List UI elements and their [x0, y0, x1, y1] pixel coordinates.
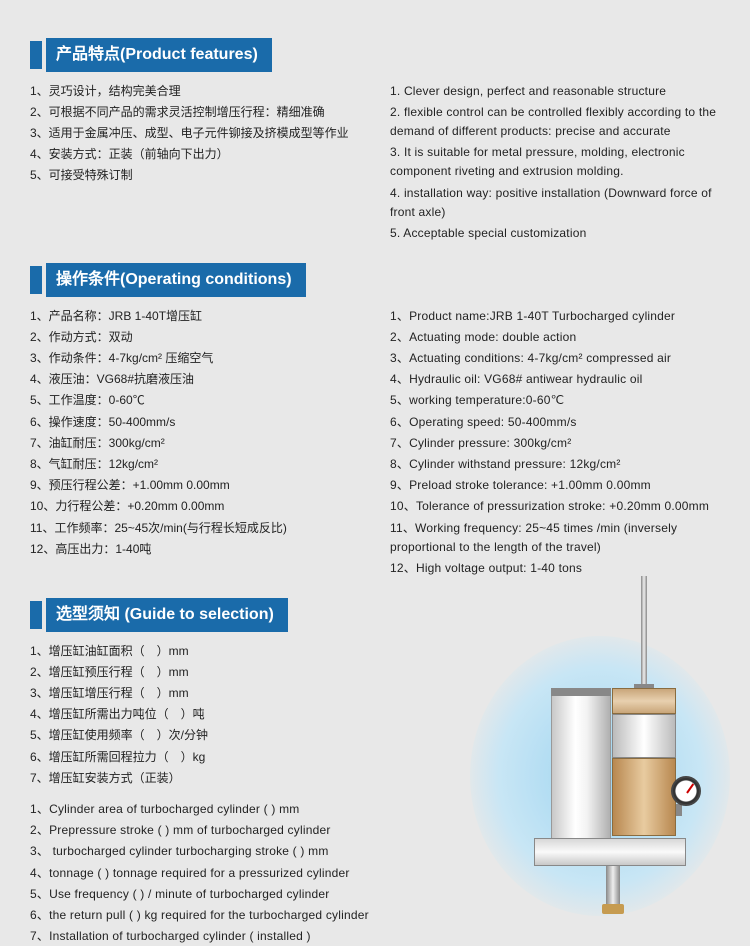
section-title: 选型须知 (Guide to selection) — [46, 598, 288, 632]
list-item: 8、Cylinder withstand pressure: 12kg/cm² — [390, 455, 720, 474]
list-item: 6、the return pull ( ) kg required for th… — [30, 906, 375, 925]
list-item: 1. Clever design, perfect and reasonable… — [390, 82, 720, 101]
list-item: 3、 turbocharged cylinder turbocharging s… — [30, 842, 375, 861]
list-item: 7、油缸耐压：300kg/cm² — [30, 434, 360, 453]
list-item: 5、工作温度：0-60℃ — [30, 391, 360, 410]
header-block — [30, 41, 42, 69]
list-item: 1、增压缸油缸面积（ ）mm — [30, 642, 375, 661]
list-item: 2、作动方式：双动 — [30, 328, 360, 347]
list-item: 11、Working frequency: 25~45 times /min (… — [390, 519, 720, 557]
list-item: 5、Use frequency ( ) / minute of turbocha… — [30, 885, 375, 904]
list-item: 2、可根据不同产品的需求灵活控制增压行程：精细准确 — [30, 103, 360, 122]
operating-en-list: 1、Product name:JRB 1-40T Turbocharged cy… — [390, 307, 720, 578]
guide-en-list: 1、Cylinder area of turbocharged cylinder… — [30, 800, 375, 946]
list-item: 2、Prepressure stroke ( ) mm of turbochar… — [30, 821, 375, 840]
list-item: 3. It is suitable for metal pressure, mo… — [390, 143, 720, 181]
header-block — [30, 266, 42, 294]
list-item: 4、Hydraulic oil: VG68# antiwear hydrauli… — [390, 370, 720, 389]
list-item: 6、增压缸所需回程拉力（ ）kg — [30, 748, 375, 767]
list-item: 5、working temperature:0-60℃ — [390, 391, 720, 410]
list-item: 3、适用于金属冲压、成型、电子元件铆接及挤模成型等作业 — [30, 124, 360, 143]
operating-en-col: 1、Product name:JRB 1-40T Turbocharged cy… — [390, 307, 720, 580]
left-cylinder-body — [551, 688, 611, 856]
list-item: 7、增压缸安装方式（正装） — [30, 769, 375, 788]
list-item: 8、气缸耐压：12kg/cm² — [30, 455, 360, 474]
operating-cn-col: 1、产品名称：JRB 1-40T增压缸 2、作动方式：双动 3、作动条件：4-7kg… — [30, 307, 360, 580]
cylinder-illustration — [420, 586, 720, 906]
list-item: 10、Tolerance of pressurization stroke: +… — [390, 497, 720, 516]
features-columns: 1、灵巧设计，结构完美合理 2、可根据不同产品的需求灵活控制增压行程：精细准确 3、… — [30, 82, 720, 246]
list-item: 9、Preload stroke tolerance: +1.00mm 0.00… — [390, 476, 720, 495]
list-item: 6、操作速度：50-400mm/s — [30, 413, 360, 432]
right-steel-mid — [612, 714, 676, 758]
guide-cn-list: 1、增压缸油缸面积（ ）mm 2、增压缸预压行程（ ）mm 3、增压缸增压行程（ ）… — [30, 642, 375, 788]
cylinder-device — [516, 576, 686, 916]
list-item: 2. flexible control can be controlled fl… — [390, 103, 720, 141]
left-band-top — [551, 688, 611, 696]
guide-column: 1、增压缸油缸面积（ ）mm 2、增压缸预压行程（ ）mm 3、增压缸增压行程（ ）… — [30, 642, 375, 946]
list-item: 4、tonnage ( ) tonnage required for a pre… — [30, 864, 375, 883]
list-item: 4、安装方式：正装（前轴向下出力） — [30, 145, 360, 164]
gauge-stem — [676, 804, 682, 816]
base-plate — [534, 838, 686, 866]
list-item: 4、增压缸所需出力吨位（ ）吨 — [30, 705, 375, 724]
list-item: 9、预压行程公差：+1.00mm 0.00mm — [30, 476, 360, 495]
list-item: 2、增压缸预压行程（ ）mm — [30, 663, 375, 682]
list-item: 11、工作频率：25~45次/min(与行程长短成反比) — [30, 519, 360, 538]
list-item: 1、Product name:JRB 1-40T Turbocharged cy… — [390, 307, 720, 326]
pressure-gauge-icon — [671, 776, 701, 806]
section-title: 操作条件(Operating conditions) — [46, 263, 306, 297]
list-item: 5、增压缸使用频率（ ）次/分钟 — [30, 726, 375, 745]
header-block — [30, 601, 42, 629]
bottom-rod — [606, 866, 620, 906]
list-item: 2、Actuating mode: double action — [390, 328, 720, 347]
list-item: 7、Cylinder pressure: 300kg/cm² — [390, 434, 720, 453]
list-item: 3、作动条件：4-7kg/cm² 压缩空气 — [30, 349, 360, 368]
list-item: 1、灵巧设计，结构完美合理 — [30, 82, 360, 101]
list-item: 1、Cylinder area of turbocharged cylinder… — [30, 800, 375, 819]
list-item: 7、Installation of turbocharged cylinder … — [30, 927, 375, 946]
list-item: 1、产品名称：JRB 1-40T增压缸 — [30, 307, 360, 326]
features-en-col: 1. Clever design, perfect and reasonable… — [390, 82, 720, 246]
list-item: 10、力行程公差：+0.20mm 0.00mm — [30, 497, 360, 516]
list-item: 3、Actuating conditions: 4-7kg/cm² compre… — [390, 349, 720, 368]
list-item: 4. installation way: positive installati… — [390, 184, 720, 222]
features-cn-col: 1、灵巧设计，结构完美合理 2、可根据不同产品的需求灵活控制增压行程：精细准确 3、… — [30, 82, 360, 246]
list-item: 5、可接受特殊订制 — [30, 166, 360, 185]
features-cn-list: 1、灵巧设计，结构完美合理 2、可根据不同产品的需求灵活控制增压行程：精细准确 3、… — [30, 82, 360, 186]
list-item: 5. Acceptable special customization — [390, 224, 720, 243]
section-header-operating: 操作条件(Operating conditions) — [30, 263, 720, 297]
operating-columns: 1、产品名称：JRB 1-40T增压缸 2、作动方式：双动 3、作动条件：4-7kg… — [30, 307, 720, 580]
section-title: 产品特点(Product features) — [46, 38, 272, 72]
right-bronze-top — [612, 688, 676, 714]
list-item: 4、液压油：VG68#抗磨液压油 — [30, 370, 360, 389]
list-item: 3、增压缸增压行程（ ）mm — [30, 684, 375, 703]
right-bronze-main — [612, 758, 676, 836]
operating-cn-list: 1、产品名称：JRB 1-40T增压缸 2、作动方式：双动 3、作动条件：4-7kg… — [30, 307, 360, 559]
bottom-tip — [602, 904, 624, 914]
section-header-features: 产品特点(Product features) — [30, 38, 720, 72]
top-rod — [641, 576, 647, 686]
list-item: 12、高压出力：1-40吨 — [30, 540, 360, 559]
list-item: 6、Operating speed: 50-400mm/s — [390, 413, 720, 432]
features-en-list: 1. Clever design, perfect and reasonable… — [390, 82, 720, 244]
